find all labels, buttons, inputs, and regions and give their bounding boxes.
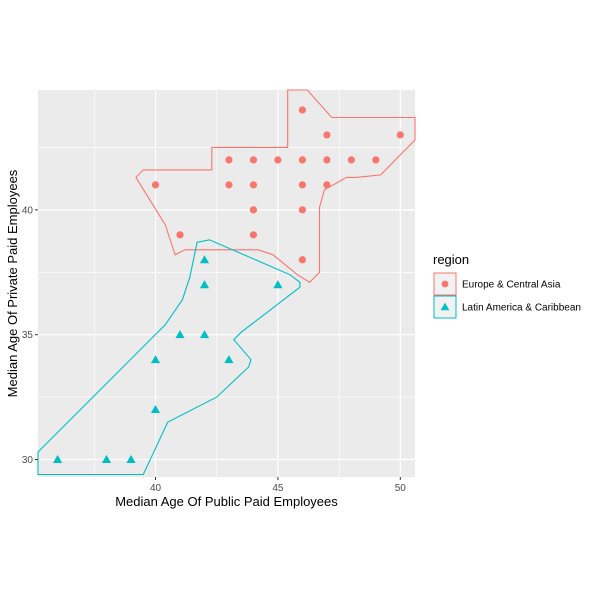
data-point-circle (298, 206, 306, 214)
region-hulls (37, 89, 416, 476)
y-tick-label: 30 (22, 455, 34, 466)
legend-label: Europe & Central Asia (462, 280, 561, 291)
x-axis-title: Median Age Of Public Paid Employees (115, 494, 338, 509)
data-point-triangle (273, 280, 283, 289)
data-point-circle (347, 156, 355, 164)
legend: region Europe & Central Asia Latin Americ… (433, 252, 581, 319)
data-point-circle (396, 131, 404, 139)
data-point-circle (225, 181, 233, 189)
data-point-circle (249, 156, 258, 164)
data-point-circle (323, 181, 331, 189)
data-point-circle (249, 206, 258, 214)
data-point-circle (298, 156, 306, 164)
x-tick-label: 45 (272, 483, 284, 494)
x-tick-label: 50 (395, 483, 407, 494)
data-point-circle (225, 156, 233, 164)
axis-ticks: 40 45 50 30 35 40 (22, 205, 406, 494)
legend-key-triangle (440, 302, 450, 311)
data-point-triangle (150, 355, 161, 364)
data-points (53, 106, 404, 463)
data-point-circle (298, 181, 306, 189)
data-point-circle (249, 181, 258, 189)
data-point-circle (176, 231, 184, 239)
y-axis-title: Median Age Of Private Paid Employees (5, 169, 20, 397)
hull-europe-central-asia (135, 89, 416, 283)
legend-key-circle (441, 280, 449, 288)
hull-latin-america-caribbean (37, 239, 301, 476)
x-tick-label: 40 (150, 483, 162, 494)
data-point-triangle (150, 405, 161, 413)
data-point-triangle (175, 330, 185, 339)
data-point-circle (298, 256, 306, 264)
y-tick-label: 35 (22, 330, 34, 341)
data-point-circle (323, 131, 331, 139)
data-point-triangle (224, 355, 234, 364)
data-point-circle (298, 106, 306, 114)
data-point-triangle (199, 330, 210, 339)
data-point-circle (372, 156, 380, 164)
legend-label: Latin America & Caribbean (462, 303, 581, 314)
data-point-triangle (126, 454, 136, 463)
data-point-triangle (199, 255, 210, 264)
plot-panel (38, 90, 415, 477)
legend-title: region (433, 252, 469, 267)
data-point-circle (249, 231, 258, 239)
data-point-circle (323, 156, 331, 164)
data-point-triangle (101, 454, 112, 463)
data-point-circle (151, 181, 160, 189)
legend-keys: Europe & Central Asia Latin America & Car… (433, 272, 581, 319)
data-point-triangle (53, 454, 63, 463)
data-point-circle (274, 156, 282, 164)
y-tick-label: 40 (22, 205, 34, 216)
data-point-triangle (199, 280, 210, 289)
